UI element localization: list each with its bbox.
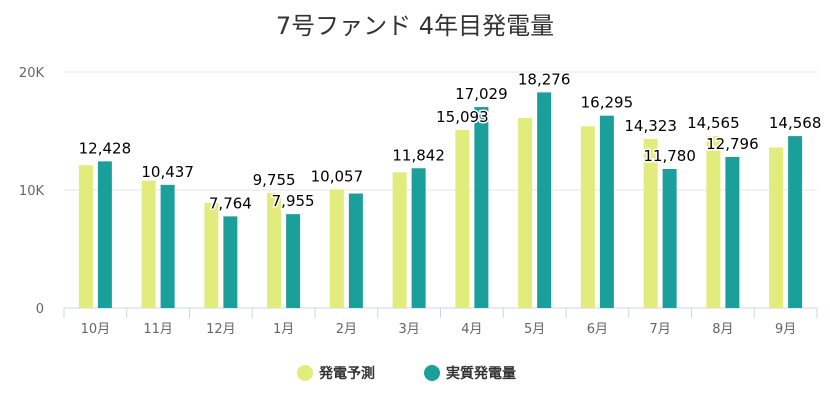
- data-label: 9,755: [253, 171, 296, 189]
- legend-label-actual[interactable]: 実質発電量: [446, 365, 516, 382]
- x-tick-label: 5月: [524, 322, 545, 337]
- data-label: 15,093: [436, 108, 489, 126]
- bar-forecast[interactable]: [267, 192, 282, 308]
- bar-forecast[interactable]: [769, 147, 784, 308]
- x-tick-label: 4月: [461, 322, 482, 337]
- data-label: 11,780: [643, 147, 696, 165]
- data-label: 17,029: [455, 85, 508, 103]
- legend-marker-actual[interactable]: [424, 365, 440, 381]
- bar-forecast[interactable]: [204, 202, 219, 308]
- x-tick-label: 8月: [712, 322, 733, 337]
- data-label: 14,565: [687, 114, 740, 132]
- y-tick-label: 0: [36, 302, 44, 317]
- data-label: 12,796: [706, 135, 759, 153]
- bar-actual[interactable]: [474, 107, 489, 308]
- bar-forecast[interactable]: [329, 189, 344, 308]
- y-tick-label: 20K: [19, 66, 45, 81]
- legend-marker-forecast[interactable]: [297, 365, 313, 381]
- data-label: 10,057: [311, 167, 364, 185]
- bar-forecast[interactable]: [643, 138, 658, 308]
- bar-forecast[interactable]: [78, 165, 93, 308]
- chart-title: 7号ファンド 4年目発電量: [275, 12, 555, 40]
- x-tick-label: 12月: [206, 322, 236, 337]
- bar-actual[interactable]: [662, 168, 677, 308]
- data-label: 16,295: [581, 94, 634, 112]
- x-tick-label: 1月: [273, 322, 294, 337]
- bar-actual[interactable]: [348, 193, 363, 308]
- bar-forecast[interactable]: [455, 129, 470, 308]
- bar-actual[interactable]: [788, 136, 803, 308]
- bar-actual[interactable]: [411, 168, 426, 308]
- bar-actual[interactable]: [97, 161, 112, 308]
- bar-actual[interactable]: [223, 216, 238, 308]
- bar-actual[interactable]: [725, 157, 740, 308]
- data-label: 10,437: [141, 163, 194, 181]
- data-label: 7,764: [209, 194, 252, 212]
- x-tick-label: 3月: [398, 322, 419, 337]
- bar-forecast[interactable]: [141, 180, 156, 308]
- data-label: 14,323: [624, 117, 677, 135]
- bar-actual[interactable]: [160, 184, 175, 308]
- x-tick-label: 11月: [143, 322, 173, 337]
- data-label: 12,428: [79, 139, 132, 157]
- legend-label-forecast[interactable]: 発電予測: [318, 365, 375, 382]
- data-label: 11,842: [392, 146, 445, 164]
- data-label: 14,568: [769, 114, 822, 132]
- bar-actual[interactable]: [537, 92, 552, 308]
- x-tick-label: 2月: [336, 322, 357, 337]
- x-tick-label: 9月: [775, 322, 796, 337]
- y-tick-label: 10K: [19, 184, 45, 199]
- x-tick-label: 10月: [81, 322, 111, 337]
- bar-actual[interactable]: [599, 115, 614, 309]
- bar-actual[interactable]: [286, 214, 301, 308]
- bar-forecast[interactable]: [580, 126, 595, 308]
- bar-forecast[interactable]: [518, 118, 533, 309]
- x-tick-label: 7月: [649, 322, 670, 337]
- x-tick-label: 6月: [587, 322, 608, 337]
- data-label: 18,276: [518, 70, 571, 88]
- data-label: 7,955: [272, 192, 315, 210]
- bar-forecast[interactable]: [392, 172, 407, 308]
- bar-forecast[interactable]: [706, 136, 721, 308]
